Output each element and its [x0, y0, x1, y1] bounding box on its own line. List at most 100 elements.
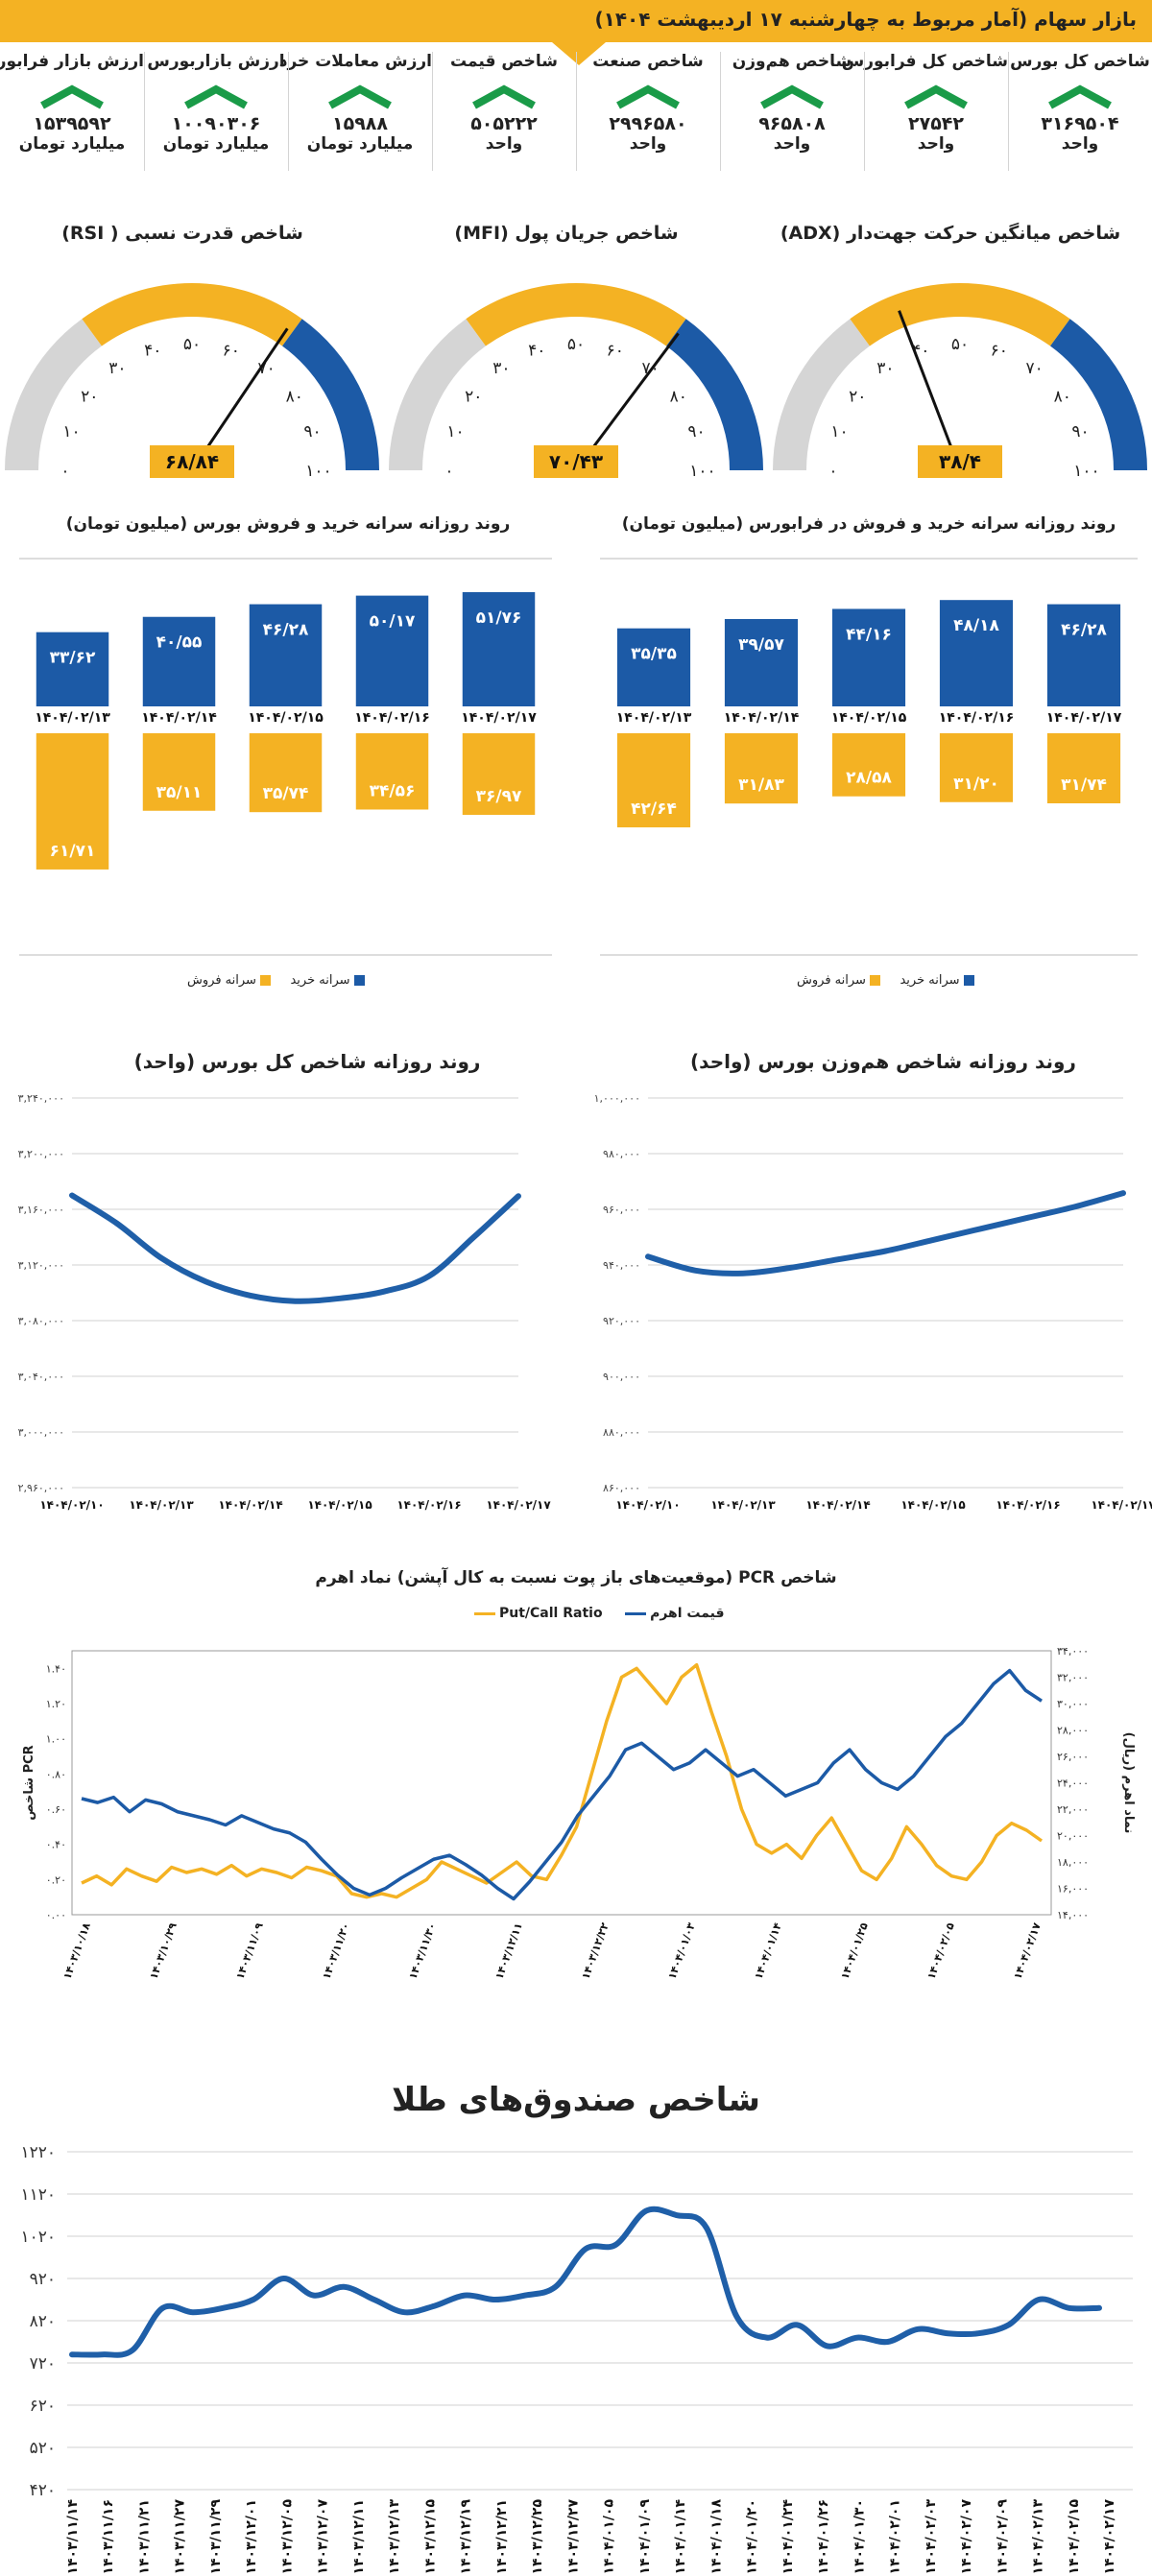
buy-value-label: ۵۱/۷۶	[476, 608, 522, 628]
x-tick-label: ۱۴۰۳/۱۱/۱۶	[101, 2499, 116, 2575]
y-tick-label: ۸۸۰,۰۰۰	[603, 1426, 640, 1439]
gauge-tick-label: ۳۰	[876, 359, 894, 378]
x-tick-label: ۱۴۰۴/۰۱/۳۰	[852, 2499, 867, 2575]
x-tick-label: ۱۴۰۴/۰۲/۱۷	[1102, 2499, 1117, 2575]
x-tick-label: ۱۴۰۳/۱۲/۱۳	[387, 2499, 402, 2575]
x-tick-label: ۱۴۰۳/۱۰/۲۹	[147, 1920, 179, 1981]
legend-label-sell: سرانه فروش	[797, 973, 866, 988]
sell-bar	[355, 733, 429, 810]
gauge-tick-label: ۲۰	[849, 387, 866, 406]
y-tick-label: ۳,۲۴۰,۰۰۰	[18, 1092, 64, 1105]
gauge-tick-label: ۰	[60, 462, 69, 481]
x-tick-label: ۱۴۰۴/۰۲/۱۴	[805, 1498, 870, 1512]
right-tick-label: ۱۶,۰۰۰	[1057, 1883, 1089, 1896]
category-label: ۱۴۰۴/۰۲/۱۳	[35, 710, 110, 726]
gauge-tick-label: ۴۰	[528, 341, 545, 360]
gauge-value-box	[150, 445, 234, 478]
gauge-tick-label: ۴۰	[144, 341, 161, 360]
chart-title-total-index: روند روزانه شاخص کل بورس (واحد)	[133, 1050, 481, 1073]
gauge-band	[850, 283, 1070, 346]
buy-value-label: ۳۳/۶۲	[50, 649, 96, 668]
x-tick-label: ۱۴۰۴/۰۲/۰۷	[959, 2499, 974, 2575]
x-tick-label: ۱۴۰۳/۱۲/۲۱	[494, 2499, 510, 2575]
x-tick-label: ۱۴۰۴/۰۲/۱۳	[129, 1498, 194, 1512]
x-tick-label: ۱۴۰۳/۱۲/۱۹	[459, 2499, 474, 2575]
kpi-unit: واحد	[629, 134, 667, 154]
buy-bar	[142, 616, 216, 706]
kpi-value: ۱۰۰۹۰۳۰۶	[171, 113, 261, 134]
gauge-tick-label: ۵۰	[183, 335, 201, 354]
up-chevron-icon	[1048, 84, 1112, 109]
pcr-ratio-line	[81, 1662, 1044, 1899]
chart-title-farabourse-percapita: روند روزانه سرانه خرید و فروش در فرابورس…	[621, 514, 1116, 534]
y-tick-label: ۱۱۲۰	[20, 2185, 56, 2205]
right-tick-label: ۳۴,۰۰۰	[1057, 1645, 1089, 1658]
x-tick-label: ۱۴۰۴/۰۲/۱۶	[996, 1498, 1060, 1512]
right-tick-label: ۲۲,۰۰۰	[1057, 1803, 1089, 1816]
sell-value-label: ۳۵/۱۱	[156, 783, 203, 802]
x-tick-label: ۱۴۰۴/۰۲/۰۵	[924, 1920, 956, 1981]
category-label: ۱۴۰۴/۰۲/۱۶	[354, 710, 430, 726]
x-tick-label: ۱۴۰۴/۰۱/۲۵	[838, 1920, 870, 1981]
sell-bar	[249, 733, 323, 813]
legend-label-buy: سرانه خرید	[290, 973, 350, 988]
kpi-name: ارزش بازاربورس	[147, 52, 285, 71]
percapita-charts: ۳۳/۶۲ ۱۴۰۴/۰۲/۱۳ ۶۱/۷۱ ۴۰/۵۵ ۱۴۰۴/۰۲/۱۴ ۳۵/۱۱…	[19, 558, 1138, 956]
sell-value-label: ۶۱/۷۱	[50, 842, 96, 861]
up-chevron-icon	[328, 84, 392, 109]
buy-bar	[249, 604, 323, 706]
x-tick-label: ۱۴۰۳/۱۱/۲۷	[173, 2499, 188, 2575]
gauge-band	[773, 319, 870, 470]
category-label: ۱۴۰۴/۰۲/۱۷	[461, 710, 537, 726]
gauge-title-adx: شاخص میانگین حرکت جهت‌دار (ADX)	[780, 223, 1121, 244]
left-axis-title: شاخص PCR	[22, 1745, 36, 1820]
y-tick-label: ۱۲۲۰	[20, 2143, 56, 2162]
legend-swatch-buy	[353, 975, 365, 986]
price-line	[81, 1668, 1043, 1901]
gauge-tick-label: ۵۰	[567, 335, 585, 354]
y-tick-label: ۹۲۰	[30, 2270, 56, 2289]
gauge-tick-label: ۶۰	[607, 341, 624, 360]
x-tick-label: ۱۴۰۴/۰۱/۰۵	[602, 2499, 617, 2575]
x-tick-label: ۱۴۰۳/۱۱/۲۱	[136, 2499, 152, 2575]
legend-swatch-price	[625, 1611, 647, 1615]
x-tick-label: ۱۴۰۳/۱۲/۰۱	[244, 2499, 259, 2575]
sell-value-label: ۳۱/۸۳	[738, 775, 784, 795]
kpi-value: ۲۹۹۶۵۸۰	[609, 113, 687, 134]
gauges-panel: ۰۱۰۲۰۳۰۴۰۵۰۶۰۷۰۸۰۹۰۱۰۰۳۸/۴۰۱۰۲۰۳۰۴۰۵۰۶۰۷…	[5, 283, 1147, 481]
y-tick-label: ۹۴۰,۰۰۰	[603, 1259, 640, 1272]
x-tick-label: ۱۴۰۳/۱۲/۱۱	[351, 2499, 367, 2575]
right-axis-title: نماد اهرم (ریال)	[1121, 1732, 1136, 1834]
sell-value-label: ۳۱/۷۴	[1061, 775, 1107, 795]
legend-swatch-sell	[869, 975, 880, 986]
sell-value-label: ۴۲/۶۴	[631, 799, 677, 819]
gauge-value-box	[534, 445, 618, 478]
sell-bar	[1046, 733, 1121, 804]
buy-bar	[1046, 604, 1121, 706]
y-tick-label: ۹۶۰,۰۰۰	[603, 1204, 640, 1216]
y-tick-label: ۳,۱۶۰,۰۰۰	[18, 1204, 64, 1216]
up-chevron-icon	[760, 84, 824, 109]
category-label: ۱۴۰۴/۰۲/۱۴	[724, 710, 800, 726]
up-chevron-icon	[904, 84, 968, 109]
gauge-band	[282, 319, 379, 470]
gauge-tick-label: ۱۰۰	[689, 462, 715, 481]
left-tick-label: ۰.۴۰	[46, 1839, 66, 1851]
legend-farabourse: سرانه خرید سرانه فروش	[797, 973, 978, 988]
gauge-tick-label: ۲۰	[81, 387, 98, 406]
buy-value-label: ۵۰/۱۷	[370, 612, 416, 632]
y-tick-label: ۹۲۰,۰۰۰	[603, 1315, 640, 1327]
right-tick-label: ۲۶,۰۰۰	[1057, 1751, 1089, 1763]
right-tick-label: ۲۸,۰۰۰	[1057, 1725, 1089, 1737]
x-tick-label: ۱۴۰۴/۰۲/۱۷	[486, 1498, 551, 1512]
y-tick-label: ۳,۰۰۰,۰۰۰	[18, 1426, 64, 1439]
right-tick-label: ۳۰,۰۰۰	[1057, 1698, 1089, 1710]
sell-value-label: ۳۴/۵۶	[370, 781, 416, 800]
x-tick-label: ۱۴۰۴/۰۲/۱۳	[710, 1498, 776, 1512]
gauge-value-label: ۷۰/۴۳	[549, 450, 603, 473]
kpi-unit: واحد	[1061, 134, 1099, 154]
y-tick-label: ۵۲۰	[30, 2439, 56, 2458]
kpi-card: شاخص کل بورس ۳۱۶۹۵۰۴ واحد	[1008, 48, 1152, 175]
buy-bar	[355, 595, 429, 706]
